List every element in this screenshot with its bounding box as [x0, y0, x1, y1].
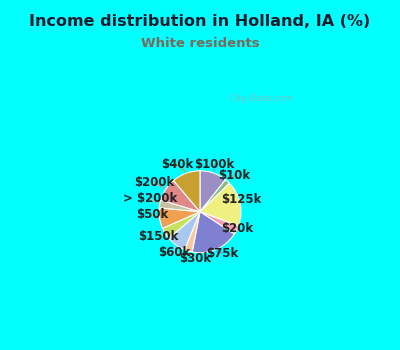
Wedge shape [169, 212, 200, 250]
Text: $125k: $125k [221, 193, 261, 206]
Text: $20k: $20k [221, 222, 253, 235]
Text: $100k: $100k [194, 158, 235, 172]
Wedge shape [200, 171, 226, 212]
Text: $50k: $50k [136, 209, 169, 222]
Wedge shape [159, 208, 200, 228]
Text: $60k: $60k [158, 246, 190, 259]
Text: $10k: $10k [218, 169, 250, 182]
Text: White residents: White residents [141, 37, 259, 50]
Text: Income distribution in Holland, IA (%): Income distribution in Holland, IA (%) [29, 14, 371, 29]
Wedge shape [200, 180, 230, 212]
Text: $30k: $30k [179, 252, 211, 265]
Wedge shape [200, 212, 238, 234]
Text: > $200k: > $200k [123, 192, 177, 205]
Wedge shape [200, 183, 241, 226]
Wedge shape [174, 171, 200, 212]
Text: $200k: $200k [134, 176, 174, 189]
Text: $40k: $40k [161, 158, 194, 172]
Wedge shape [159, 200, 200, 212]
Wedge shape [162, 212, 200, 238]
Text: City-Data.com: City-Data.com [230, 94, 294, 103]
Text: $150k: $150k [138, 230, 179, 243]
Text: $75k: $75k [206, 247, 239, 260]
Wedge shape [185, 212, 200, 252]
Wedge shape [161, 181, 200, 212]
Wedge shape [192, 212, 234, 253]
